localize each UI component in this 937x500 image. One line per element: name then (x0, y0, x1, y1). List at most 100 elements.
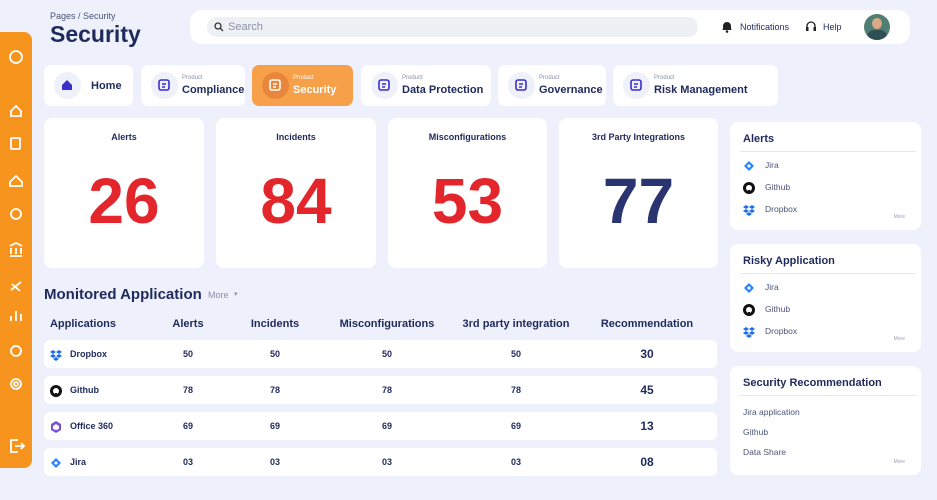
tab-caption: Product (654, 75, 675, 81)
nav-tab[interactable]: Home (44, 65, 133, 106)
icon (743, 203, 755, 221)
tab-icon-bg (151, 72, 178, 99)
tab-caption: Product (402, 75, 423, 81)
stat-card: Incidents 84 (216, 118, 376, 268)
search-placeholder: Search (228, 21, 263, 33)
stat-label: Misconfigurations (428, 132, 507, 142)
panel-divider (740, 395, 916, 396)
panel-title: Risky Application (743, 255, 835, 267)
table-cell: 50 (381, 349, 393, 359)
stat-label: Incidents (276, 132, 316, 142)
table-cell: 50 (510, 349, 522, 359)
icon (60, 78, 74, 97)
table-cell: 03 (510, 457, 522, 467)
nav-tab[interactable]: Product Data Protection (361, 65, 491, 106)
icon (50, 384, 62, 402)
side-panel: Alerts Jira Github Dropbox More (730, 122, 921, 230)
table-cell: 69 (381, 421, 393, 431)
column-header: Recommendation (600, 318, 694, 330)
tab-label: Risk Management (654, 84, 748, 96)
help-icon (806, 21, 816, 31)
panel-item[interactable]: Dropbox (765, 204, 798, 214)
stat-value: 77 (602, 165, 675, 237)
side-panel: Security Recommendation Jira application G… (730, 366, 921, 475)
panel-more[interactable]: More (893, 336, 905, 342)
avatar[interactable] (864, 14, 890, 40)
panel-item[interactable]: Dropbox (765, 326, 798, 336)
table-cell: 69 (269, 421, 281, 431)
panel-divider (740, 273, 916, 274)
panel-more[interactable]: More (893, 459, 905, 465)
app-name: Dropbox (70, 349, 107, 359)
panel-item[interactable]: Github (765, 182, 791, 192)
tab-icon-bg (371, 72, 398, 99)
more-link[interactable]: More (208, 290, 229, 300)
table-cell: 03 (381, 457, 393, 467)
table-row: Github 78 78 78 78 45 (44, 376, 717, 404)
nav-tab[interactable]: Product Security (252, 65, 353, 106)
table-cell: 45 (640, 383, 654, 397)
tab-label: Governance (539, 84, 603, 96)
tab-label: Home (91, 80, 122, 92)
panel-item[interactable]: Data Share (743, 447, 786, 457)
table-cell: 03 (269, 457, 281, 467)
column-header: Misconfigurations (339, 318, 435, 330)
table-row: Dropbox 50 50 50 50 30 (44, 340, 717, 368)
panel-item[interactable]: Github (743, 427, 769, 437)
nav-tab[interactable]: Product Compliance (141, 65, 245, 106)
help-link[interactable]: Help (823, 22, 842, 32)
stat-value: 26 (88, 165, 160, 237)
table-cell: 03 (182, 457, 194, 467)
tab-caption: Product (293, 75, 314, 81)
icon (629, 78, 643, 97)
table-cell: 30 (640, 347, 654, 361)
table-cell: 08 (640, 455, 654, 469)
column-header: 3rd party integration (462, 318, 570, 330)
tab-icon-bg (262, 72, 289, 99)
search-icon (214, 22, 224, 32)
search-box[interactable]: Search (207, 17, 698, 37)
panel-item[interactable]: Jira (765, 160, 779, 170)
column-header: Alerts (172, 318, 204, 330)
app-name: Jira (70, 457, 87, 467)
icon (743, 325, 755, 343)
icon (50, 456, 62, 474)
icon (377, 78, 391, 97)
stat-label: Alerts (111, 132, 137, 142)
table-cell: 78 (182, 385, 194, 395)
icon (743, 303, 755, 321)
icon (514, 78, 528, 97)
stat-value: 53 (431, 165, 504, 237)
icon (268, 78, 282, 97)
notifications-link[interactable]: Notifications (740, 22, 790, 32)
table-cell: 78 (510, 385, 522, 395)
tab-icon-bg (54, 72, 81, 99)
tab-icon-bg (623, 72, 650, 99)
panel-item[interactable]: Github (765, 304, 791, 314)
panel-more[interactable]: More (893, 214, 905, 220)
panel-item[interactable]: Jira (765, 282, 779, 292)
table-cell: 50 (269, 349, 281, 359)
icon (157, 78, 171, 97)
panel-title: Alerts (743, 133, 775, 145)
stat-value: 84 (260, 165, 332, 237)
top-bar: Search Notifications Help (190, 10, 910, 44)
table-cell: 13 (640, 419, 654, 433)
nav-tab[interactable]: Product Risk Management (613, 65, 778, 106)
page-title: Security (50, 21, 141, 47)
tab-caption: Product (182, 75, 203, 81)
stat-label: 3rd Party Integrations (591, 132, 686, 142)
icon (50, 348, 62, 366)
panel-title: Security Recommendation (743, 377, 882, 389)
panel-item[interactable]: Jira application (743, 407, 800, 417)
stat-card: Alerts 26 (44, 118, 204, 268)
nav-tab[interactable]: Product Governance (498, 65, 606, 106)
tab-icon-bg (508, 72, 535, 99)
column-header: Applications (49, 318, 117, 330)
tab-label: Security (293, 84, 337, 96)
app-name: Office 360 (70, 421, 114, 431)
section-title: Monitored Application (44, 286, 202, 303)
tab-caption: Product (539, 75, 560, 81)
stat-card: Misconfigurations 53 (388, 118, 547, 268)
